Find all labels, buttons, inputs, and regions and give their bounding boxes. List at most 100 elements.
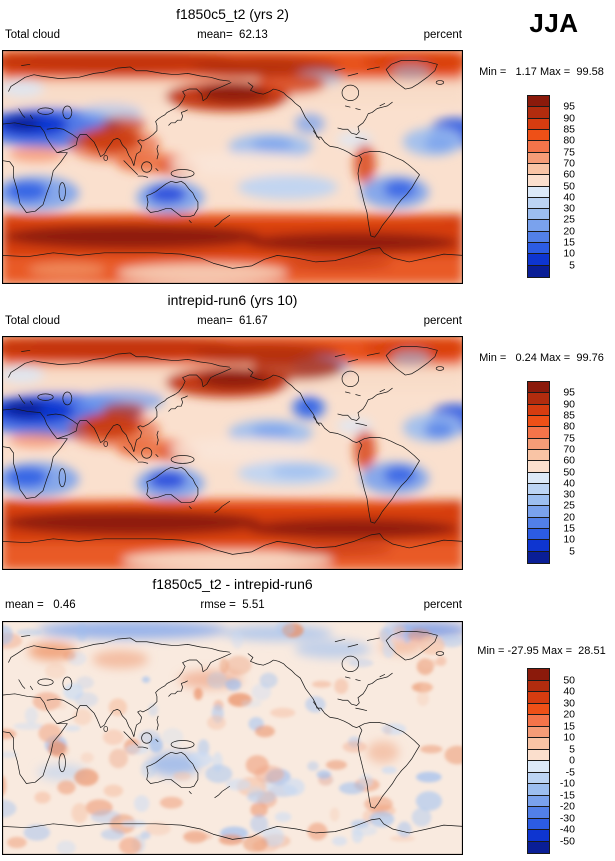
colorbar-cell — [528, 529, 549, 541]
colorbar-cell — [528, 703, 549, 715]
colorbar-tick-label: 85 — [563, 409, 575, 422]
colorbar-tick-label: 50 — [563, 466, 575, 479]
colorbar-cell — [528, 152, 549, 164]
colorbar-cell — [528, 669, 549, 681]
colorbar-cell — [528, 96, 549, 108]
colorbar-cell — [528, 265, 549, 277]
colorbar-cell — [528, 220, 549, 232]
mean-stat: mean= 62.13 — [197, 29, 268, 41]
panel-3-info-row: mean = 0.46 rmse = 5.51 percent — [2, 599, 463, 613]
panel-difference: f1850c5_t2 - intrepid-run6 mean = 0.46 r… — [0, 570, 615, 861]
panel-1-info-row: Total cloud mean= 62.13 percent — [2, 29, 463, 43]
colorbar-cell — [528, 784, 549, 796]
units-label: percent — [423, 599, 462, 611]
colorbar-tick-label: 75 — [563, 432, 575, 445]
colorbar-cell — [528, 382, 549, 394]
units-label: percent — [423, 315, 462, 327]
map-canvas-2 — [2, 336, 463, 570]
variable-label: Total cloud — [5, 315, 60, 327]
panel-2-title: intrepid-run6 (yrs 10) — [167, 292, 298, 308]
colorbar-cell — [528, 807, 549, 819]
colorbar-tick-label: -50 — [559, 835, 575, 848]
colorbar-cell — [528, 415, 549, 428]
colorbar-cell — [528, 772, 549, 784]
colorbar-cell — [528, 738, 549, 750]
colorbar-tick-label: -5 — [565, 766, 575, 779]
mean-stat: mean = 0.46 — [5, 599, 76, 611]
colorbar-1: 95 90 85 80 75 70 60 50 40 30 25 20 15 10 5 — [527, 95, 575, 278]
season-label: JJA — [529, 8, 579, 38]
colorbar-tick-label: 10 — [563, 731, 575, 744]
map-model-2 — [2, 336, 463, 570]
colorbar-cell — [528, 209, 549, 221]
colorbar-tick-label: 85 — [563, 123, 575, 136]
colorbar-cell — [528, 726, 549, 738]
colorbar-cell — [528, 472, 549, 484]
colorbar-tick-label: 40 — [563, 685, 575, 698]
colorbar-cell — [528, 393, 549, 405]
colorbar-tick-label: 70 — [563, 443, 575, 456]
colorbar-tick-label: -20 — [559, 800, 575, 813]
minmax-label-3: Min = -27.95 Max = 28.51 — [477, 645, 606, 657]
colorbar-cell — [528, 749, 549, 761]
colorbar-tick-label: 25 — [563, 499, 575, 512]
colorbar-tick-label: 15 — [563, 720, 575, 733]
rmse-stat: rmse = 5.51 — [200, 599, 265, 611]
colorbar-tick-label: 25 — [563, 213, 575, 226]
colorbar-tick-label: 50 — [563, 674, 575, 687]
colorbar-cell — [528, 841, 549, 853]
colorbar-tick-label: 70 — [563, 157, 575, 170]
colorbar-tick-label: 5 — [569, 743, 575, 756]
colorbar-cell — [528, 517, 549, 530]
colorbar-tick-label: 15 — [563, 236, 575, 249]
minmax-label-1: Min = 1.17 Max = 99.58 — [479, 66, 604, 78]
colorbar-tick-label: 5 — [569, 545, 575, 558]
colorbar-tick-label: -40 — [559, 823, 575, 836]
map-difference — [2, 621, 463, 855]
colorbar-cell — [528, 483, 549, 496]
map-model-1 — [2, 50, 463, 284]
colorbar-tick-label: 20 — [563, 708, 575, 721]
colorbar-tick-label: 50 — [563, 180, 575, 193]
colorbar-cell — [528, 231, 549, 244]
map-canvas-3 — [2, 621, 463, 855]
colorbar-cell — [528, 141, 549, 153]
colorbar-cell — [528, 186, 549, 198]
mean-stat: mean= 61.67 — [197, 315, 268, 327]
colorbar-cell — [528, 506, 549, 518]
colorbar-cell — [528, 129, 549, 142]
colorbar-tick-label: 30 — [563, 488, 575, 501]
units-label: percent — [423, 29, 462, 41]
colorbar-cell — [528, 438, 549, 450]
colorbar-cell — [528, 761, 549, 773]
colorbar-cell — [528, 680, 549, 692]
colorbar-tick-label: 30 — [563, 202, 575, 215]
colorbar-tick-label: 80 — [563, 420, 575, 433]
colorbar-tick-label: 60 — [563, 454, 575, 467]
colorbar-3: 50 40 30 20 15 10 5 0 -5 -10 -15 -20 -30 -40 -50 — [527, 668, 575, 854]
colorbar-cell — [528, 175, 549, 187]
panel-1-title: f1850c5_t2 (yrs 2) — [176, 6, 289, 22]
colorbar-tick-label: 40 — [563, 477, 575, 490]
colorbar-cell — [528, 551, 549, 563]
colorbar-cell — [528, 243, 549, 255]
colorbar-cell — [528, 818, 549, 830]
colorbar-2: 95 90 85 80 75 70 60 50 40 30 25 20 15 10 5 — [527, 381, 575, 564]
colorbar-tick-label: 40 — [563, 191, 575, 204]
colorbar-tick-label: 90 — [563, 398, 575, 411]
colorbar-cell — [528, 461, 549, 473]
variable-label: Total cloud — [5, 29, 60, 41]
colorbar-tick-label: 90 — [563, 112, 575, 125]
colorbar-tick-label: 5 — [569, 259, 575, 272]
colorbar-tick-label: 0 — [569, 754, 575, 767]
colorbar-tick-label: -10 — [559, 777, 575, 790]
colorbar-cell — [528, 427, 549, 439]
colorbar-tick-label: -30 — [559, 812, 575, 825]
colorbar-tick-label: 30 — [563, 697, 575, 710]
colorbar-cell — [528, 197, 549, 210]
colorbar-tick-label: 20 — [563, 225, 575, 238]
colorbar-cell — [528, 107, 549, 119]
panel-3-title: f1850c5_t2 - intrepid-run6 — [152, 576, 313, 592]
colorbar-tick-label: 10 — [563, 247, 575, 260]
colorbar-tick-label: 20 — [563, 511, 575, 524]
